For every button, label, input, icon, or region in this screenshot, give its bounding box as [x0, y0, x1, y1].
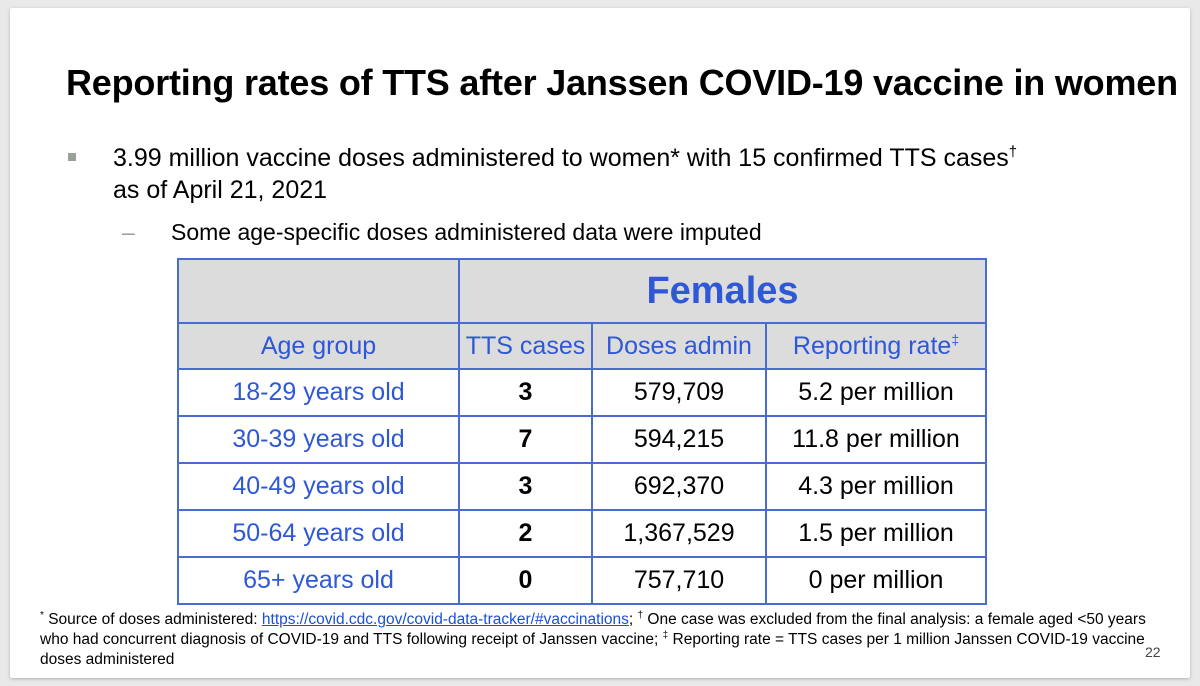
double-dagger-superscript: ‡: [662, 629, 669, 641]
tts-cases-cell: 7: [458, 415, 593, 464]
column-header-reporting-rate: Reporting rate‡: [764, 322, 988, 370]
asterisk-superscript: *: [40, 609, 44, 621]
double-dagger-superscript: ‡: [951, 331, 960, 348]
age-group-cell: 30-39 years old: [177, 415, 460, 464]
table-row: 50-64 years old 2 1,367,529 1.5 per mill…: [177, 509, 988, 558]
tts-cases-cell: 2: [458, 509, 593, 558]
doses-cell: 692,370: [591, 462, 767, 511]
dagger-superscript: †: [637, 609, 644, 621]
doses-cell: 1,367,529: [591, 509, 767, 558]
rate-cell: 0 per million: [764, 556, 988, 605]
bullet-1-line-1: 3.99 million vaccine doses administered …: [113, 144, 1009, 172]
doses-cell: 579,709: [591, 368, 767, 417]
footnote: * Source of doses administered: https://…: [40, 610, 1150, 670]
age-group-cell: 65+ years old: [177, 556, 460, 605]
footnote-separator: ;: [628, 611, 638, 628]
bullet-1-text: 3.99 million vaccine doses administered …: [113, 142, 1113, 206]
table-row: 30-39 years old 7 594,215 11.8 per milli…: [177, 415, 988, 464]
footnote-source-text: Source of doses administered:: [43, 611, 262, 628]
rate-cell: 11.8 per million: [764, 415, 988, 464]
cdc-data-tracker-link[interactable]: https://covid.cdc.gov/covid-data-tracker…: [261, 611, 629, 628]
bullet-2-text: Some age-specific doses administered dat…: [171, 219, 762, 245]
age-group-cell: 50-64 years old: [177, 509, 460, 558]
slide: Reporting rates of TTS after Janssen COV…: [10, 8, 1190, 678]
table-row: 65+ years old 0 757,710 0 per million: [177, 556, 988, 605]
reporting-rates-table: Females Age group TTS cases Doses admin …: [177, 258, 988, 605]
rate-cell: 5.2 per million: [764, 368, 988, 417]
females-header: Females: [457, 258, 988, 324]
table-row: 18-29 years old 3 579,709 5.2 per millio…: [177, 368, 988, 417]
tts-cases-cell: 3: [458, 368, 593, 417]
doses-cell: 757,710: [591, 556, 767, 605]
footnote-rate-definition: Reporting rate = TTS cases per 1 million…: [40, 631, 1145, 668]
bullet-1-line-2: as of April 21, 2021: [113, 176, 328, 204]
rate-cell: 1.5 per million: [764, 509, 988, 558]
column-header-age-group: Age group: [177, 322, 460, 370]
footnote-exclusion-text: One case was excluded from the final ana…: [40, 611, 1146, 648]
square-bullet-icon: [68, 153, 76, 161]
table-column-header-row: Age group TTS cases Doses admin Reportin…: [177, 322, 988, 370]
table-group-header-row: Females: [177, 258, 988, 324]
age-group-cell: 40-49 years old: [177, 462, 460, 511]
empty-header-cell: [177, 258, 460, 324]
column-header-doses-admin: Doses admin: [591, 322, 767, 370]
reporting-rate-label: Reporting rate: [792, 331, 952, 360]
dash-bullet-icon: –: [122, 219, 135, 245]
doses-cell: 594,215: [591, 415, 767, 464]
tts-cases-cell: 0: [458, 556, 593, 605]
slide-title: Reporting rates of TTS after Janssen COV…: [66, 62, 1178, 103]
rate-cell: 4.3 per million: [764, 462, 988, 511]
page-number: 22: [1145, 644, 1161, 660]
table-row: 40-49 years old 3 692,370 4.3 per millio…: [177, 462, 988, 511]
age-group-cell: 18-29 years old: [177, 368, 460, 417]
dagger-superscript: †: [1008, 143, 1018, 161]
column-header-tts-cases: TTS cases: [458, 322, 593, 370]
tts-cases-cell: 3: [458, 462, 593, 511]
